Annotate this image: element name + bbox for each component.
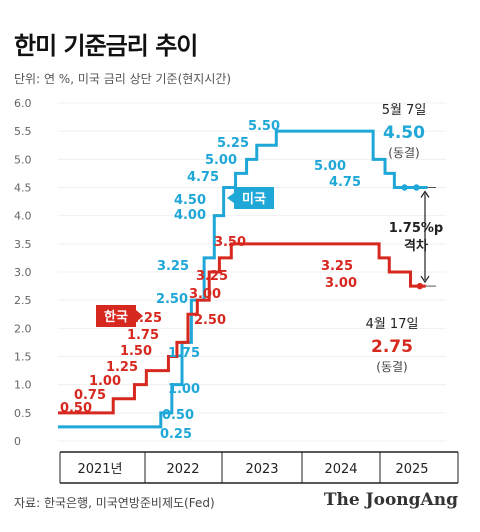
us-data-label: 5.50 xyxy=(248,119,280,134)
us-data-label: 0.25 xyxy=(160,427,192,442)
us-data-label: 4.00 xyxy=(174,208,206,223)
us-data-label: 4.50 xyxy=(174,193,206,208)
us-legend-tag xyxy=(234,187,274,209)
us-data-label: 4.75 xyxy=(187,170,219,185)
kr-date-label: 4월 17일 xyxy=(366,317,419,332)
kr-data-label: 0.50 xyxy=(60,401,92,416)
us-dot xyxy=(413,184,420,191)
us-data-label: 1.75 xyxy=(168,346,200,361)
us-data-label: 5.00 xyxy=(314,159,346,174)
us-legend-label: 미국 xyxy=(242,191,266,207)
data-labels: 0.250.501.001.752.503.254.004.504.755.00… xyxy=(60,119,361,442)
us-data-label: 1.00 xyxy=(168,382,200,397)
gap-text-label: 격차 xyxy=(404,238,428,254)
kr-data-label: 1.25 xyxy=(106,360,138,375)
us-data-label: 2.50 xyxy=(156,292,188,307)
unit-note: 단위: 연 %, 미국 금리 상단 기준(현지시간) xyxy=(14,72,232,86)
x-tick-label: 2021년 xyxy=(77,462,122,477)
us-note-label: (동결) xyxy=(388,146,419,160)
y-tick-label: 5.5 xyxy=(14,125,32,138)
y-tick-labels: 0 0.5 1.0 1.5 2.0 2.5 3.0 3.5 4.0 4.5 5.0 5.5 6.0 xyxy=(14,97,32,448)
us-data-label: 5.25 xyxy=(217,136,249,151)
source-note: 자료: 한국은행, 미국연방준비제도(Fed) xyxy=(14,496,215,510)
us-data-label: 4.75 xyxy=(329,175,361,190)
gap-arrow-head xyxy=(420,190,430,198)
kr-legend-label: 한국 xyxy=(104,309,128,325)
kr-data-label: 3.50 xyxy=(214,235,246,250)
us-data-label: 5.00 xyxy=(205,153,237,168)
kr-data-label: 1.75 xyxy=(127,328,159,343)
kr-value-label: 2.75 xyxy=(371,337,413,357)
kr-data-label: 1.50 xyxy=(120,344,152,359)
y-tick-label: 4.5 xyxy=(14,182,32,195)
y-tick-label: 2.0 xyxy=(14,322,32,335)
kr-legend-tag xyxy=(96,305,136,327)
y-tick-label: 5.0 xyxy=(14,153,32,166)
y-tick-label: 3.5 xyxy=(14,238,32,251)
kr-dot xyxy=(416,282,424,290)
kr-data-label: 3.00 xyxy=(189,287,221,302)
gap-arrow-head xyxy=(420,275,430,284)
y-tick-label: 1.0 xyxy=(14,379,32,392)
kr-data-label: 2.50 xyxy=(194,313,226,328)
kr-data-label: 0.75 xyxy=(74,388,106,403)
kr-data-label: 3.25 xyxy=(196,269,228,284)
x-tick-label: 2022 xyxy=(166,462,199,477)
y-tick-label: 1.5 xyxy=(14,351,32,364)
y-tick-label: 0 xyxy=(14,435,21,448)
brand-logo: The JoongAng xyxy=(323,490,458,510)
annotations: 5월 7일 4.50 (동결) 1.75%p 격차 4월 17일 2.75 (동… xyxy=(366,103,444,374)
x-tick-label: 2024 xyxy=(324,462,357,477)
us-dot xyxy=(401,184,408,191)
y-tick-label: 6.0 xyxy=(14,97,32,110)
y-gridlines xyxy=(58,102,446,442)
kr-data-label: 3.00 xyxy=(325,276,357,291)
x-tick-label: 2023 xyxy=(245,462,278,477)
y-tick-label: 3.0 xyxy=(14,266,32,279)
us-data-label: 3.25 xyxy=(157,259,189,274)
y-tick-label: 0.5 xyxy=(14,407,32,420)
us-date-label: 5월 7일 xyxy=(382,103,427,118)
y-tick-label: 4.0 xyxy=(14,210,32,223)
kr-rate-line xyxy=(58,242,426,415)
kr-data-label: 3.25 xyxy=(321,259,353,274)
x-tick-label: 2025 xyxy=(395,462,428,477)
x-axis: 2021년 2022 2023 2024 2025 xyxy=(59,451,459,484)
chart-title: 한미 기준금리 추이 xyxy=(14,32,198,60)
kr-legend-pointer xyxy=(136,310,143,322)
series-lines xyxy=(58,129,436,429)
gap-value-label: 1.75%p xyxy=(389,221,443,236)
us-rate-line xyxy=(58,129,428,429)
us-value-label: 4.50 xyxy=(383,123,425,143)
y-tick-label: 2.5 xyxy=(14,294,32,307)
kr-note-label: (동결) xyxy=(376,360,407,374)
kr-data-label: 1.00 xyxy=(89,374,121,389)
us-data-label: 0.50 xyxy=(162,408,194,423)
us-legend-pointer xyxy=(227,193,234,203)
